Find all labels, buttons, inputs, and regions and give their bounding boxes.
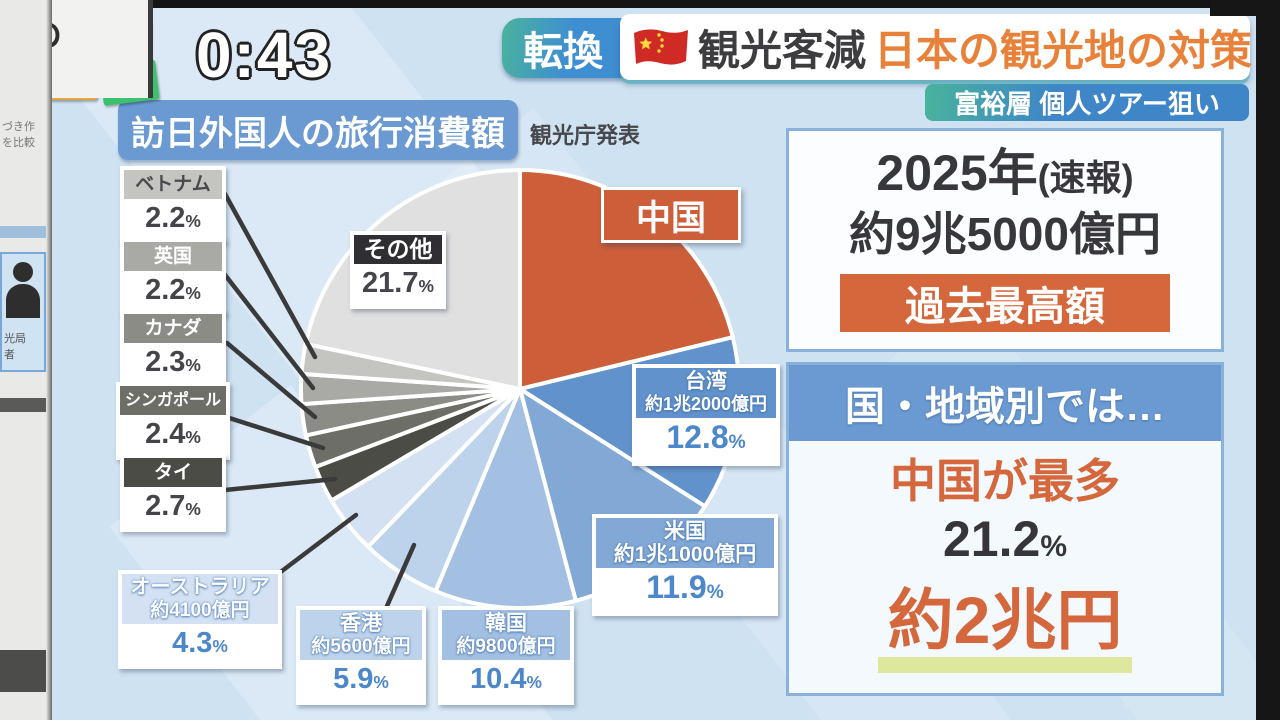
- slice-label-taiwan: 台湾 約1兆2000億円 12.8%: [632, 364, 780, 466]
- screen-edge-right: [1256, 0, 1280, 720]
- china-top-text: 中国が最多: [890, 455, 1120, 507]
- slice-label-uk: 英国 2.2%: [120, 238, 226, 316]
- slice-label-china: 中国: [601, 187, 741, 243]
- slice-label-vietnam: ベトナム 2.2%: [120, 166, 226, 244]
- headline-orange-text: 日本の観光地の対策は?: [874, 26, 1280, 74]
- slice-label-singapore: シンガポール 2.4%: [116, 382, 230, 460]
- slice-label-others: その他 21.7%: [350, 231, 446, 309]
- slice-label-thailand: タイ 2.7%: [120, 454, 226, 532]
- slice-label-korea: 韓国 約9800億円 10.4%: [438, 606, 574, 705]
- headline-sub-banner: 富裕層 個人ツアー狙い: [925, 84, 1249, 121]
- total-amount: 約9兆5000億円: [849, 208, 1161, 260]
- chart-source: 観光庁発表: [530, 123, 641, 148]
- record-high-badge: 過去最高額: [840, 274, 1170, 332]
- screen-edge-corner: [1210, 0, 1280, 16]
- slice-label-usa: 米国 約1兆1000億円 11.9%: [592, 514, 778, 616]
- summary-card-total: 2025年(速報) 約9兆5000億円 過去最高額: [786, 128, 1224, 352]
- headline-dark-text: 観光客減: [698, 26, 867, 74]
- total-year: 2025年(速報): [876, 145, 1134, 201]
- slice-label-australia: オーストラリア 約4100億円 4.3%: [118, 570, 282, 669]
- board-edge: [148, 0, 153, 98]
- chart-title: 訪日外国人の旅行消費額: [118, 100, 518, 160]
- china-share-value: 21.2%: [942, 511, 1067, 567]
- headline-badge: 転換: [502, 18, 624, 78]
- china-amount-text: 約2兆円: [877, 583, 1133, 673]
- china-flag-icon: [634, 29, 688, 65]
- headline-bar: 観光客減 日本の観光地の対策は?: [620, 14, 1280, 80]
- person-silhouette-icon: [6, 262, 40, 322]
- segment-clock: 0:43: [196, 19, 333, 91]
- slice-label-hongkong: 香港 約5600億円 5.9%: [296, 606, 426, 705]
- by-region-header: 国・地域別では…: [789, 365, 1221, 441]
- adjacent-figure-box: 光局 者: [0, 252, 46, 372]
- slice-label-canada: カナダ 2.3%: [120, 310, 226, 388]
- others-name: その他: [354, 235, 442, 264]
- adjacent-board-strip: づき作 を比較 光局 者: [0, 0, 52, 720]
- others-pct: 21.7%: [362, 267, 434, 299]
- summary-card-by-region: 国・地域別では… 中国が最多 21.2% 約2兆円: [786, 362, 1224, 696]
